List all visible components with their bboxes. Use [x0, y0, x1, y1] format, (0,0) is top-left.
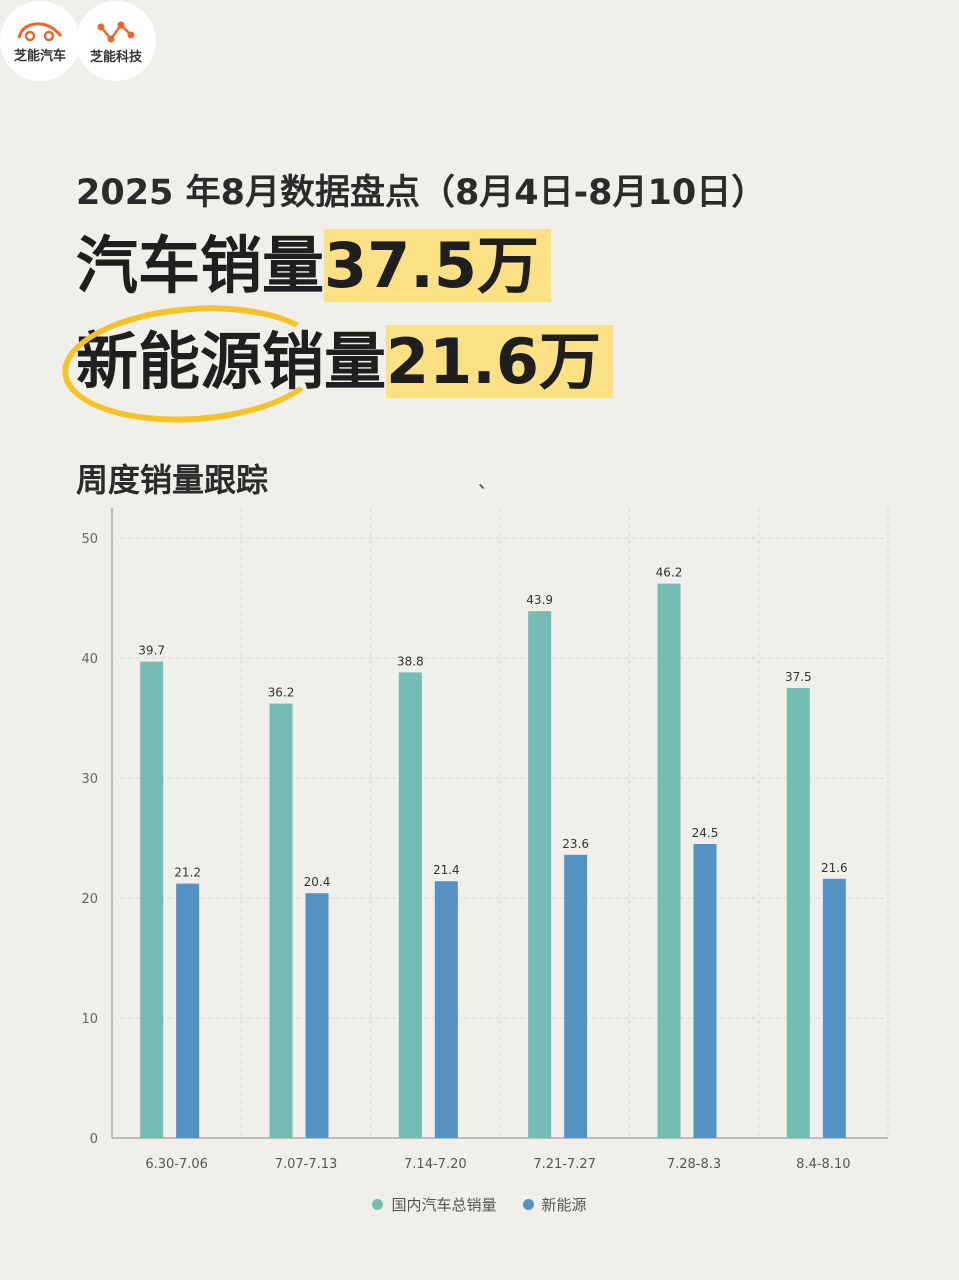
data-label-total: 37.5	[785, 670, 812, 684]
headline-total-label: 汽车销量	[76, 229, 325, 302]
x-tick-label: 7.14-7.20	[404, 1157, 467, 1172]
bar-total-sales	[269, 703, 293, 1138]
brand-logo-text: 芝能汽车	[13, 48, 66, 64]
headline-total-sales: 汽车销量37.5万	[76, 222, 551, 310]
x-tick-label: 6.30-7.06	[145, 1157, 208, 1172]
headline-total-value: 37.5万	[324, 229, 551, 302]
brand-logo-zhineng-tech: 芝能科技	[76, 1, 156, 81]
bar-nev-sales	[305, 893, 329, 1138]
molecule-icon	[97, 21, 135, 42]
legend-swatch-total	[372, 1199, 384, 1210]
y-tick-label: 20	[81, 892, 98, 907]
bar-nev-sales	[564, 854, 588, 1138]
report-subtitle: 2025 年8月数据盘点（8月4日-8月10日）	[76, 173, 767, 213]
bar-total-sales	[657, 583, 681, 1138]
x-tick-label: 7.21-7.27	[533, 1157, 596, 1172]
brand-logo-text: 芝能科技	[89, 49, 142, 65]
data-label-nev: 23.6	[562, 837, 589, 851]
legend-swatch-nev	[522, 1199, 534, 1210]
data-label-total: 46.2	[656, 566, 683, 580]
headline-nev-sales: 新能源销量21.6万	[76, 318, 613, 406]
data-label-nev: 20.4	[304, 875, 331, 889]
legend-label-nev: 新能源	[541, 1196, 587, 1214]
bar-total-sales	[398, 672, 422, 1138]
data-label-nev: 21.6	[821, 861, 848, 875]
y-tick-label: 50	[81, 532, 98, 547]
brand-logo-zhineng-auto: 芝能汽车	[0, 1, 80, 81]
headline-nev-label: 新能源销量	[76, 325, 387, 398]
stray-punctuation: 、	[478, 472, 496, 493]
bar-nev-sales	[822, 878, 846, 1138]
data-label-total: 38.8	[397, 654, 424, 668]
legend-item-nev[interactable]: 新能源	[522, 1194, 587, 1215]
data-label-nev: 21.2	[174, 866, 201, 880]
bar-total-sales	[140, 661, 164, 1138]
x-tick-label: 7.28-8.3	[667, 1157, 721, 1172]
data-label-total: 43.9	[526, 593, 553, 607]
bar-nev-sales	[434, 881, 458, 1138]
y-tick-label: 40	[81, 652, 98, 667]
bar-total-sales	[528, 611, 552, 1138]
y-tick-label: 10	[81, 1012, 98, 1027]
legend-label-total: 国内汽车总销量	[391, 1196, 497, 1214]
bar-nev-sales	[176, 883, 200, 1138]
data-label-total: 39.7	[138, 644, 165, 658]
y-tick-label: 30	[81, 772, 98, 787]
x-tick-label: 7.07-7.13	[275, 1157, 338, 1172]
data-label-nev: 21.4	[433, 863, 460, 877]
car-outline-icon	[17, 21, 63, 41]
chart-legend: 国内汽车总销量 新能源	[0, 1194, 959, 1215]
y-tick-label: 0	[90, 1132, 98, 1147]
headline-nev-value: 21.6万	[386, 325, 613, 398]
x-tick-label: 8.4-8.10	[796, 1157, 850, 1172]
data-label-nev: 24.5	[692, 826, 719, 840]
legend-item-total[interactable]: 国内汽车总销量	[372, 1194, 497, 1215]
bar-nev-sales	[693, 844, 717, 1138]
bar-total-sales	[786, 688, 810, 1138]
data-label-total: 36.2	[268, 686, 295, 700]
section-title: 周度销量跟踪	[76, 461, 269, 499]
